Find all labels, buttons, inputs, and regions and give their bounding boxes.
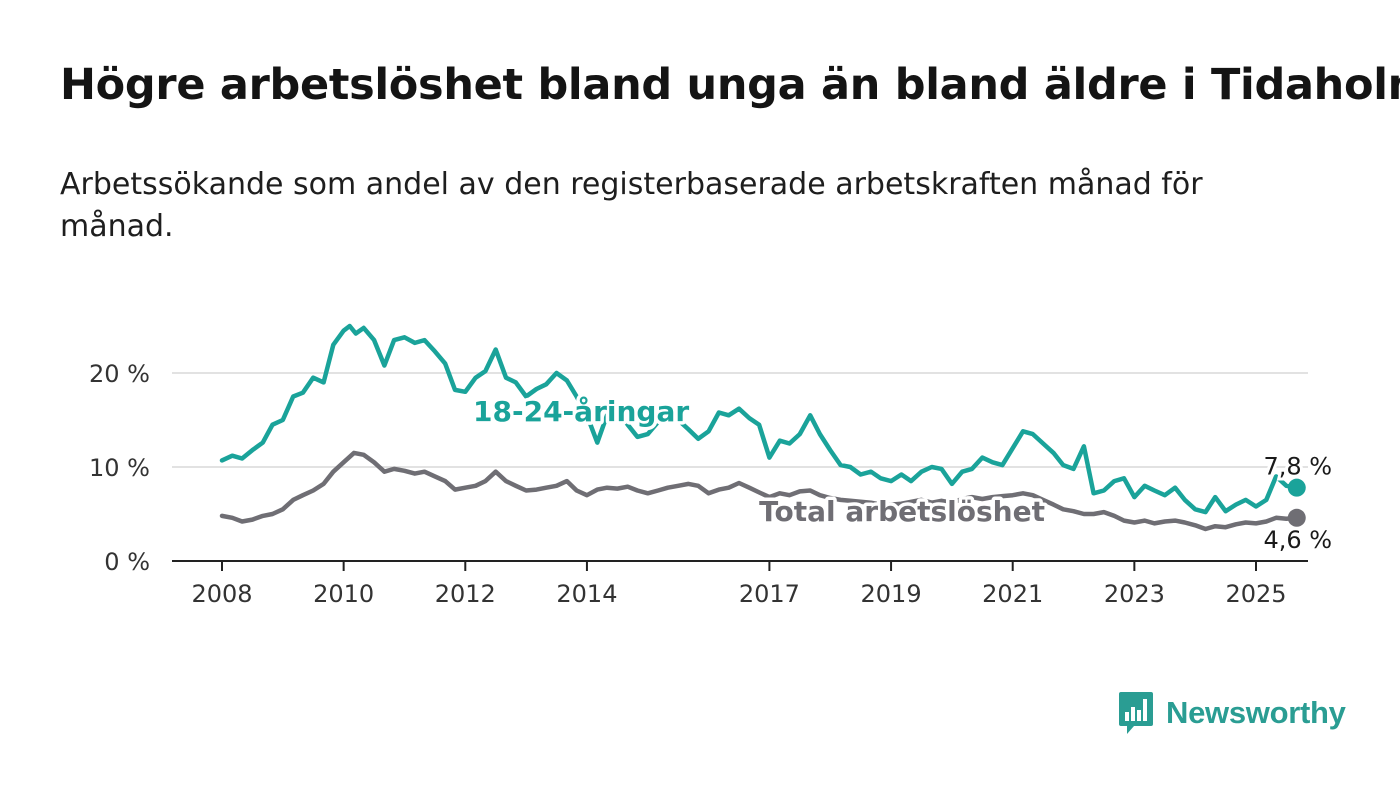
end-value-youth: 7,8 % — [1263, 453, 1332, 481]
series-lines — [219, 323, 1306, 532]
newsworthy-logo-icon — [1119, 692, 1153, 734]
y-tick-label: 0 % — [104, 548, 150, 576]
x-tick-label: 2019 — [861, 580, 922, 608]
y-tick-label: 20 % — [89, 360, 150, 388]
x-tick-label: 2017 — [739, 580, 800, 608]
x-axis: 2008 2010 2012 2014 2017 2019 2021 2023 2025 — [172, 560, 1308, 608]
x-tick-label: 2014 — [556, 580, 617, 608]
grid-lines — [172, 372, 1308, 468]
series-line-youth — [219, 323, 1300, 515]
chart-subtitle: Arbetssökande som andel av den registerb… — [60, 167, 1203, 244]
y-tick-label: 10 % — [89, 454, 150, 482]
x-tick-label: 2023 — [1104, 580, 1165, 608]
x-tick-label: 2025 — [1225, 580, 1286, 608]
series-line-total — [219, 450, 1300, 532]
series-labels: 18-24-åringar Total arbetslöshet 7,8 % 4,6 … — [470, 392, 1336, 557]
x-tick-label: 2010 — [313, 580, 374, 608]
y-axis-labels: 0 % 10 % 20 % — [89, 360, 150, 576]
brand-logo: Newsworthy — [1118, 690, 1346, 736]
end-dot-youth — [1287, 478, 1306, 497]
x-tick-label: 2012 — [435, 580, 496, 608]
chart-title: Högre arbetslöshet bland unga än bland ä… — [60, 60, 1400, 110]
end-value-total: 4,6 % — [1263, 526, 1332, 554]
series-label-total: Total arbetslöshet — [759, 495, 1045, 528]
series-label-youth: 18-24-åringar — [473, 395, 689, 428]
x-tick-label: 2021 — [982, 580, 1043, 608]
brand-name: Newsworthy — [1166, 695, 1346, 730]
end-dot-total — [1287, 508, 1306, 527]
x-tick-label: 2008 — [191, 580, 252, 608]
